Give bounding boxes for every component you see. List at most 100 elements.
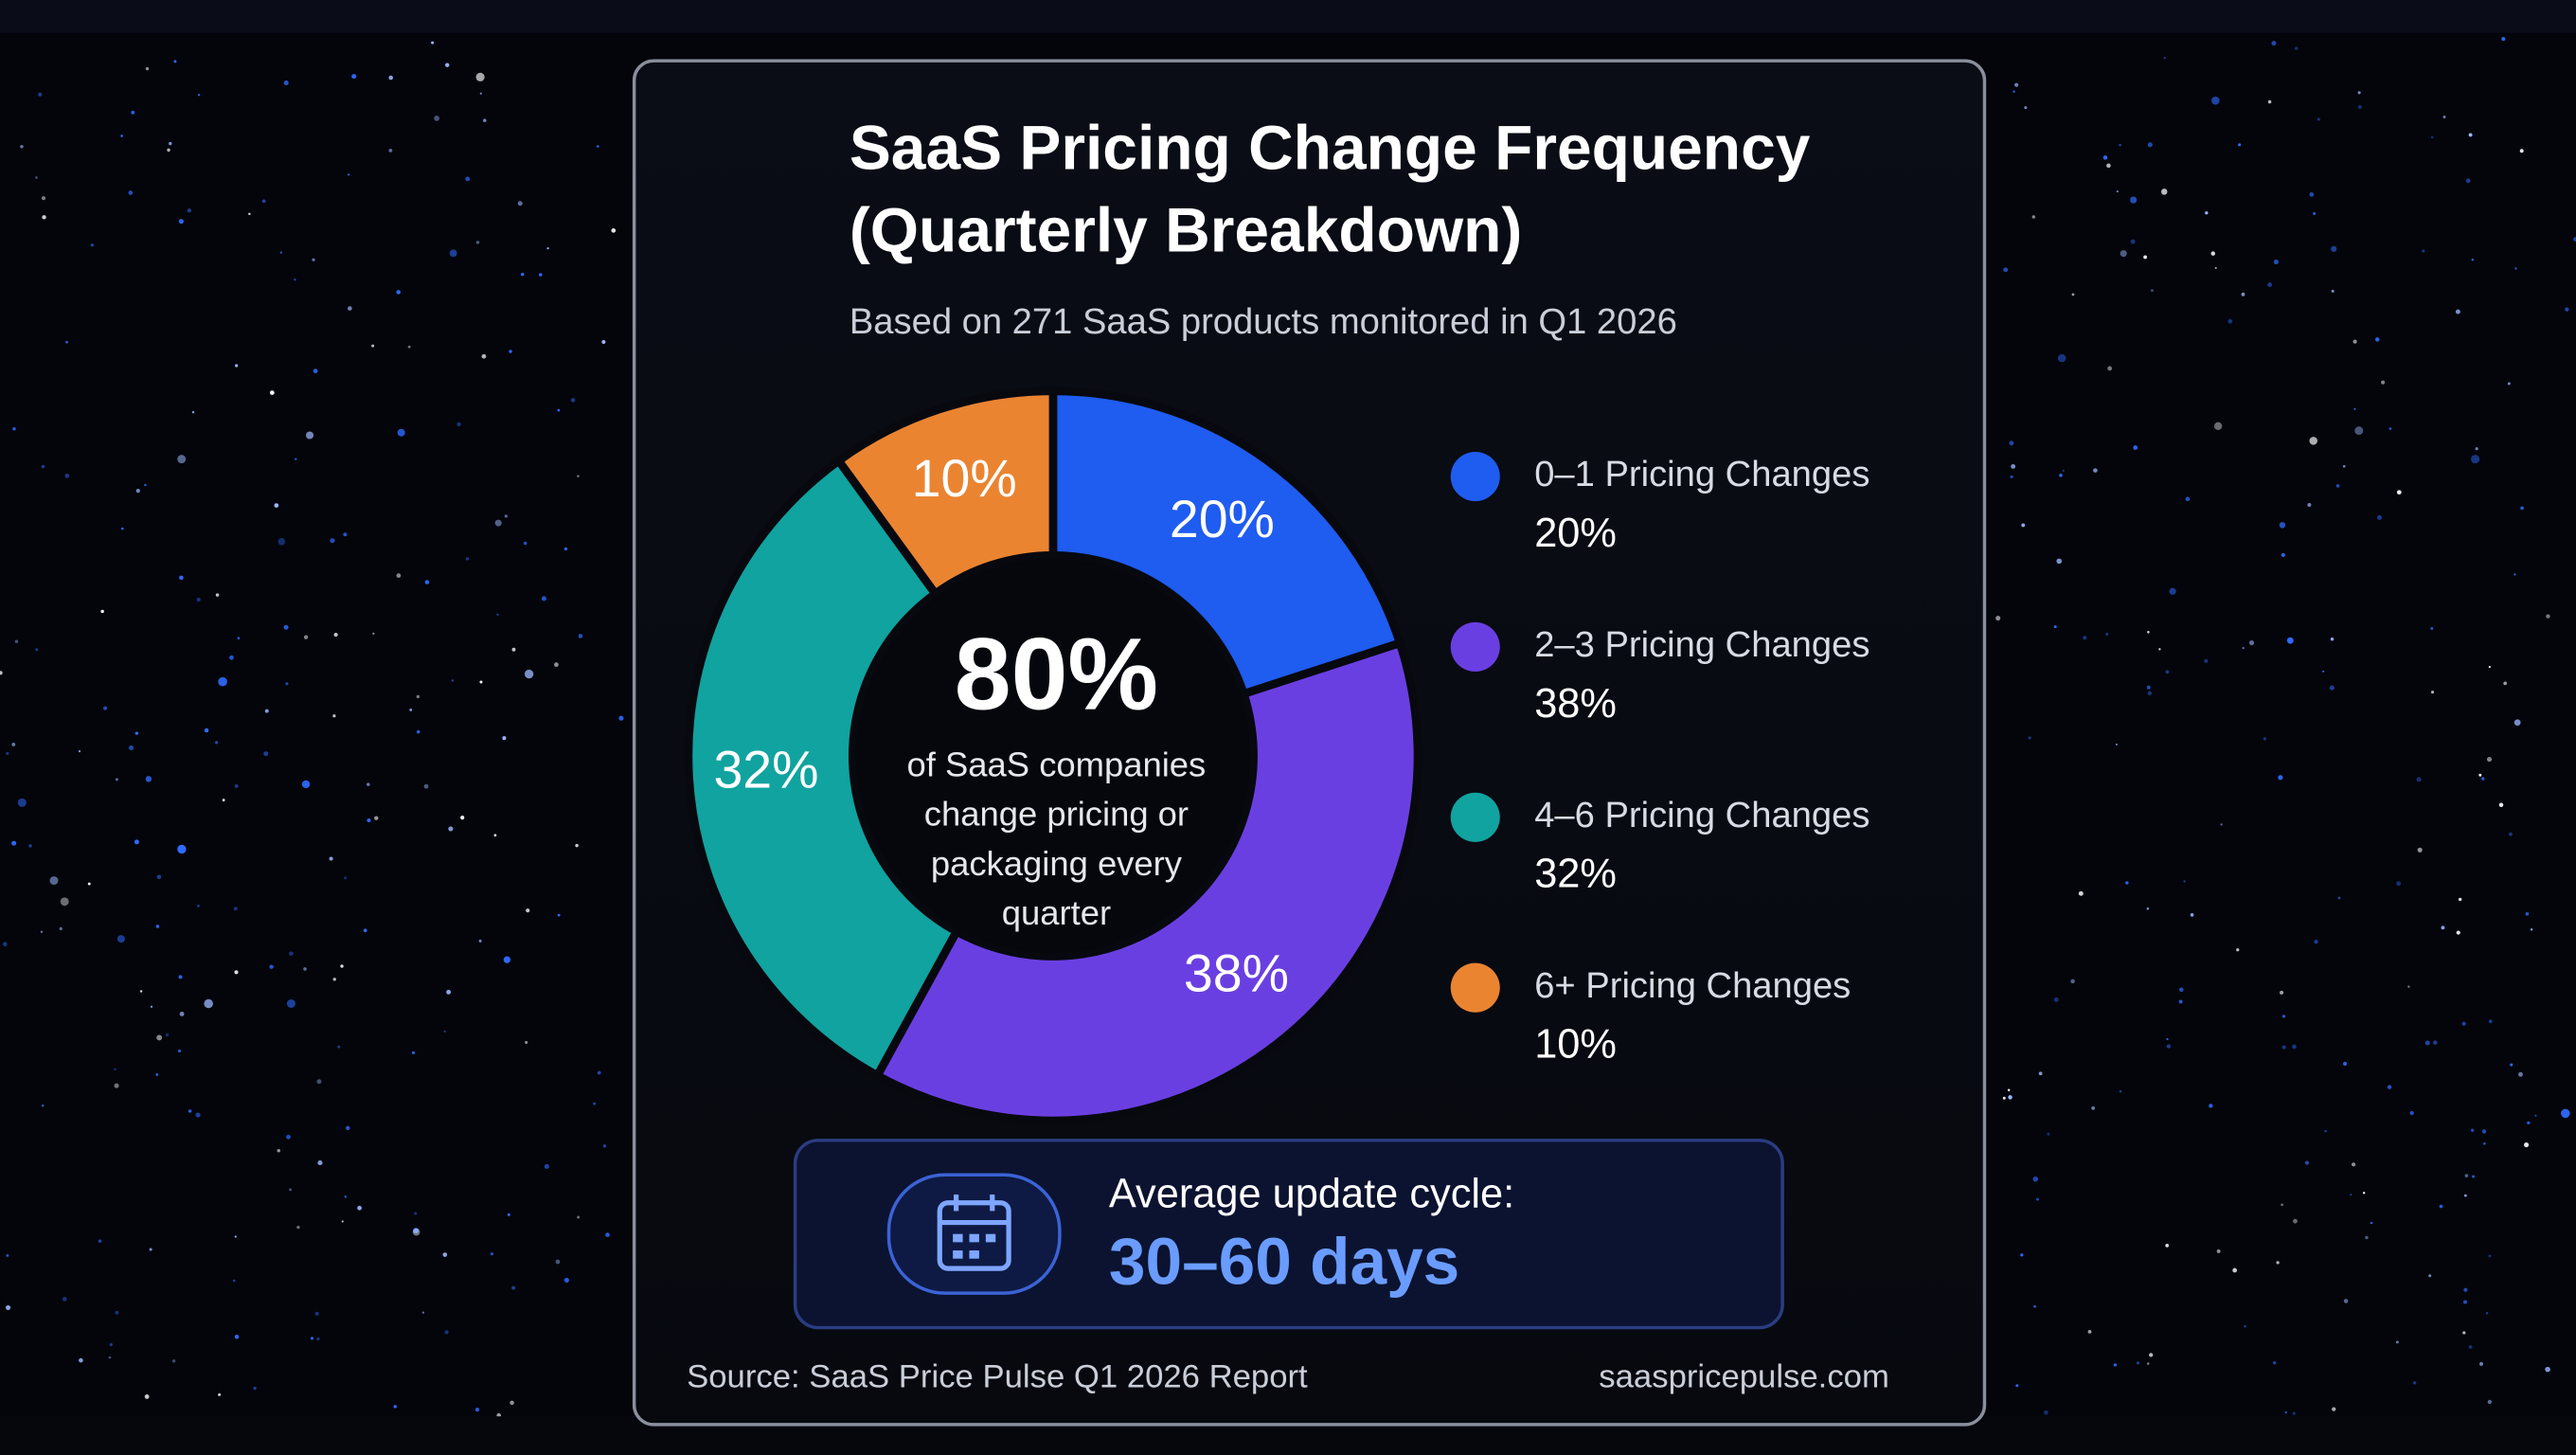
star xyxy=(2342,1061,2348,1067)
star xyxy=(114,1083,119,1088)
star xyxy=(474,1408,480,1412)
star xyxy=(2478,773,2482,777)
star xyxy=(179,575,184,581)
star xyxy=(407,345,411,349)
star xyxy=(524,669,534,679)
star xyxy=(423,783,429,789)
star xyxy=(171,1359,176,1363)
star xyxy=(2242,646,2245,650)
center-value: 80% xyxy=(955,617,1158,730)
star xyxy=(2407,985,2410,988)
star xyxy=(177,844,187,854)
star xyxy=(611,228,617,233)
star xyxy=(409,708,413,711)
star xyxy=(2146,685,2151,690)
star xyxy=(451,679,455,682)
star xyxy=(2032,1176,2039,1182)
star xyxy=(2146,907,2150,910)
star xyxy=(2,942,8,947)
star xyxy=(416,729,420,734)
star xyxy=(2350,1194,2352,1196)
star xyxy=(155,925,160,928)
star xyxy=(2534,1114,2537,1117)
star xyxy=(2273,259,2279,264)
star xyxy=(2428,1274,2432,1278)
star xyxy=(388,75,394,81)
star xyxy=(2205,211,2209,215)
star xyxy=(575,843,579,848)
legend-label: 6+ Pricing Changes xyxy=(1534,965,1851,1006)
star xyxy=(156,1034,163,1041)
star xyxy=(2519,149,2524,153)
star xyxy=(493,834,497,837)
star xyxy=(28,844,32,848)
star xyxy=(144,1394,150,1399)
star xyxy=(2409,1110,2414,1116)
star xyxy=(178,219,184,225)
star xyxy=(109,1342,113,1347)
star xyxy=(2150,289,2154,293)
slice-label: 38% xyxy=(1184,943,1289,1002)
star xyxy=(2130,239,2136,244)
star xyxy=(2458,897,2462,902)
star xyxy=(502,736,507,741)
star xyxy=(504,514,508,518)
star xyxy=(5,1304,11,1310)
star xyxy=(2281,1203,2283,1207)
star xyxy=(222,799,225,802)
star xyxy=(478,939,482,943)
star xyxy=(2417,847,2423,853)
star xyxy=(150,1005,153,1008)
star xyxy=(2471,259,2475,261)
star xyxy=(286,999,295,1008)
star xyxy=(2031,215,2036,219)
legend-swatch xyxy=(1450,452,1500,502)
star xyxy=(397,428,405,437)
star xyxy=(393,1405,397,1409)
star xyxy=(316,1079,322,1085)
star xyxy=(2472,1175,2476,1178)
star xyxy=(2545,1366,2550,1373)
star xyxy=(2370,1221,2373,1225)
center-text: quarter xyxy=(1002,893,1111,932)
star xyxy=(35,648,39,652)
star xyxy=(2279,522,2286,529)
star xyxy=(460,816,465,820)
star xyxy=(2021,523,2026,528)
star xyxy=(520,272,525,277)
star xyxy=(17,798,27,807)
star xyxy=(2137,1361,2139,1365)
star xyxy=(413,1228,420,1233)
star xyxy=(618,715,624,721)
star xyxy=(2008,1095,2012,1100)
chart-subtitle: Based on 271 SaaS products monitored in … xyxy=(850,301,1677,342)
pie-slice xyxy=(873,638,1422,1125)
star xyxy=(2272,1361,2277,1365)
star xyxy=(597,145,599,148)
star xyxy=(269,390,275,395)
star xyxy=(2463,1194,2467,1197)
star xyxy=(564,1277,569,1284)
star xyxy=(2165,1243,2170,1248)
star xyxy=(578,634,583,638)
star xyxy=(446,989,452,995)
star xyxy=(396,290,401,295)
star xyxy=(114,1068,116,1070)
star xyxy=(295,458,297,460)
star xyxy=(2210,251,2215,256)
star xyxy=(538,273,543,277)
star xyxy=(411,1051,416,1054)
star xyxy=(12,427,16,431)
star xyxy=(103,706,108,710)
star xyxy=(2271,41,2277,46)
star xyxy=(177,455,187,464)
star xyxy=(465,557,470,561)
star xyxy=(2214,266,2217,269)
star xyxy=(2375,337,2380,342)
star xyxy=(2166,1037,2169,1041)
star xyxy=(2565,307,2569,312)
star xyxy=(2183,880,2186,883)
star xyxy=(11,743,16,746)
